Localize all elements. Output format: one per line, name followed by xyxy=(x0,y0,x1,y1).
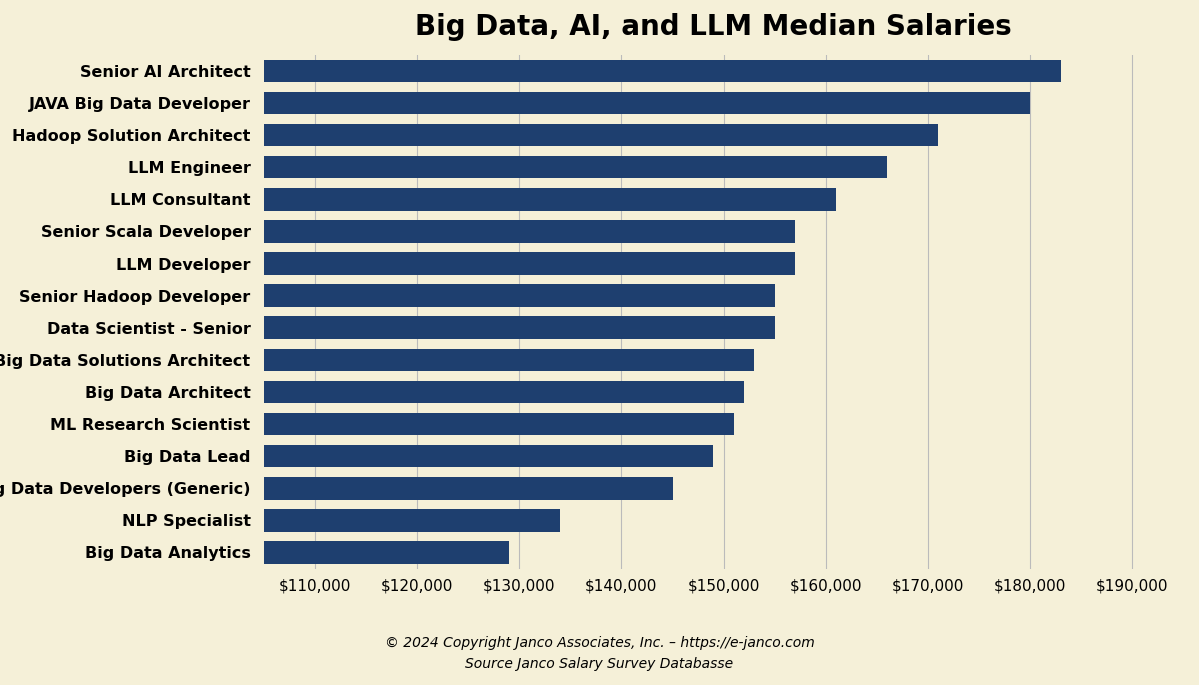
Text: Source Janco Salary Survey Databasse: Source Janco Salary Survey Databasse xyxy=(465,657,734,671)
Bar xyxy=(0,284,775,307)
Bar xyxy=(0,220,795,242)
Bar xyxy=(0,413,734,435)
Bar xyxy=(0,156,887,178)
Title: Big Data, AI, and LLM Median Salaries: Big Data, AI, and LLM Median Salaries xyxy=(415,13,1012,41)
Bar xyxy=(0,477,673,499)
Bar xyxy=(0,92,1030,114)
Bar xyxy=(0,381,745,403)
Bar xyxy=(0,124,938,147)
Bar xyxy=(0,509,560,532)
Bar xyxy=(0,60,1061,82)
Text: © 2024 Copyright Janco Associates, Inc. – https://e-janco.com: © 2024 Copyright Janco Associates, Inc. … xyxy=(385,636,814,650)
Bar xyxy=(0,316,775,339)
Bar xyxy=(0,541,510,564)
Bar xyxy=(0,252,795,275)
Bar xyxy=(0,445,713,467)
Bar xyxy=(0,349,754,371)
Bar xyxy=(0,188,836,210)
